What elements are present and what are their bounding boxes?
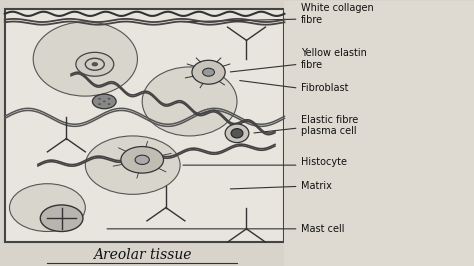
Ellipse shape bbox=[231, 129, 243, 138]
Ellipse shape bbox=[225, 124, 249, 143]
Ellipse shape bbox=[98, 98, 101, 100]
Ellipse shape bbox=[192, 60, 225, 84]
Text: Mast cell: Mast cell bbox=[301, 224, 345, 234]
Ellipse shape bbox=[121, 147, 164, 173]
Text: Matrix: Matrix bbox=[301, 181, 332, 191]
Ellipse shape bbox=[40, 205, 83, 231]
Ellipse shape bbox=[9, 184, 85, 231]
Ellipse shape bbox=[98, 103, 101, 105]
Ellipse shape bbox=[135, 155, 149, 164]
Text: White collagen
fibre: White collagen fibre bbox=[301, 3, 374, 25]
Text: Fibroblast: Fibroblast bbox=[301, 83, 348, 93]
Ellipse shape bbox=[108, 103, 110, 105]
Ellipse shape bbox=[103, 101, 106, 102]
FancyBboxPatch shape bbox=[5, 9, 284, 242]
Text: Areolar tissue: Areolar tissue bbox=[93, 248, 191, 262]
FancyBboxPatch shape bbox=[284, 1, 474, 266]
Text: Elastic fibre
plasma cell: Elastic fibre plasma cell bbox=[301, 115, 358, 136]
Ellipse shape bbox=[92, 63, 98, 66]
Ellipse shape bbox=[85, 136, 180, 194]
Text: Yellow elastin
fibre: Yellow elastin fibre bbox=[301, 48, 367, 70]
Ellipse shape bbox=[202, 68, 214, 76]
Ellipse shape bbox=[108, 98, 110, 100]
Ellipse shape bbox=[92, 94, 116, 109]
Ellipse shape bbox=[33, 22, 137, 96]
Text: Histocyte: Histocyte bbox=[301, 157, 347, 168]
Ellipse shape bbox=[76, 52, 114, 76]
Ellipse shape bbox=[142, 67, 237, 136]
